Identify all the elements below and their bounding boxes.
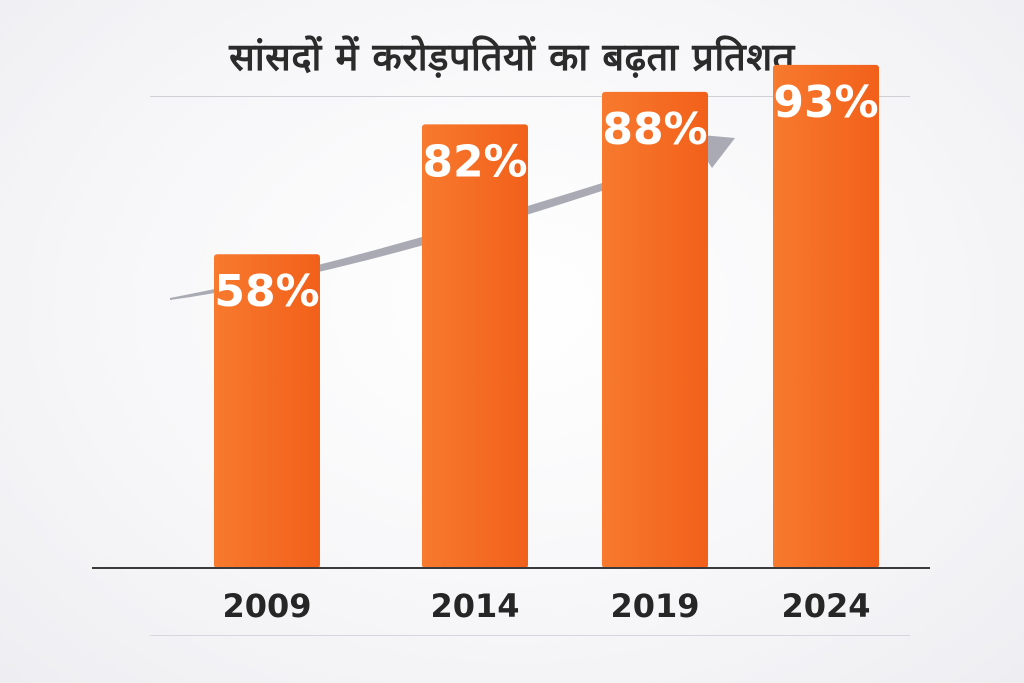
x-tick-label-2009: 2009 — [222, 587, 311, 625]
x-tick-label-2019: 2019 — [610, 587, 699, 625]
data-label-2014: 82% — [422, 136, 527, 187]
chart-title: सांसदों में करोड़पतियों का बढ़ता प्रतिशत — [229, 35, 795, 79]
bar-2019 — [602, 91, 708, 569]
x-tick-label-2024: 2024 — [781, 587, 870, 625]
bar-2024 — [773, 64, 879, 569]
bar-2009 — [214, 254, 320, 568]
x-tick-label-2014: 2014 — [430, 587, 519, 625]
title-divider — [150, 96, 910, 97]
data-label-2024: 93% — [773, 77, 878, 128]
data-label-2019: 88% — [602, 104, 707, 155]
bar-2014 — [422, 124, 528, 568]
bottom-divider — [150, 635, 910, 636]
data-label-2009: 58% — [214, 266, 319, 317]
